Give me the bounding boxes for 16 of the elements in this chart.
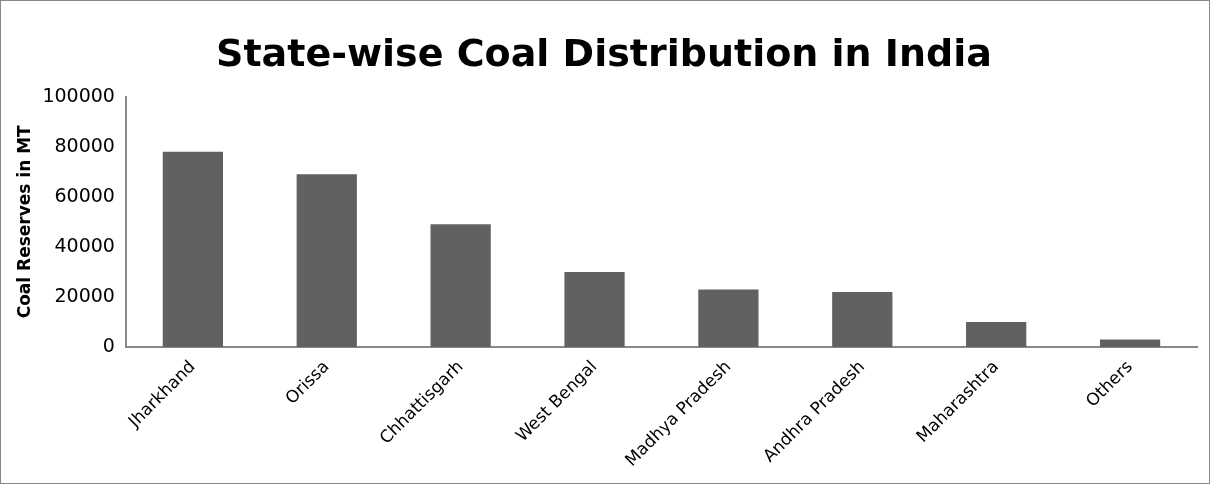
bar xyxy=(162,151,223,348)
y-tick-label: 20000 xyxy=(54,283,115,306)
bar xyxy=(564,271,625,348)
y-tick-label: 60000 xyxy=(54,183,115,206)
y-tick-label: 40000 xyxy=(54,233,115,256)
y-tick-label: 0 xyxy=(102,333,115,356)
y-tick-label: 100000 xyxy=(42,83,115,106)
y-axis-title: Coal Reserves in MT xyxy=(13,124,34,319)
bar xyxy=(296,174,357,348)
bar xyxy=(966,321,1027,348)
bar xyxy=(698,289,759,348)
chart-title: State-wise Coal Distribution in India xyxy=(216,30,992,75)
bar xyxy=(832,291,893,348)
y-tick-label: 80000 xyxy=(54,133,115,156)
bar xyxy=(430,224,491,348)
bar xyxy=(1099,339,1161,348)
